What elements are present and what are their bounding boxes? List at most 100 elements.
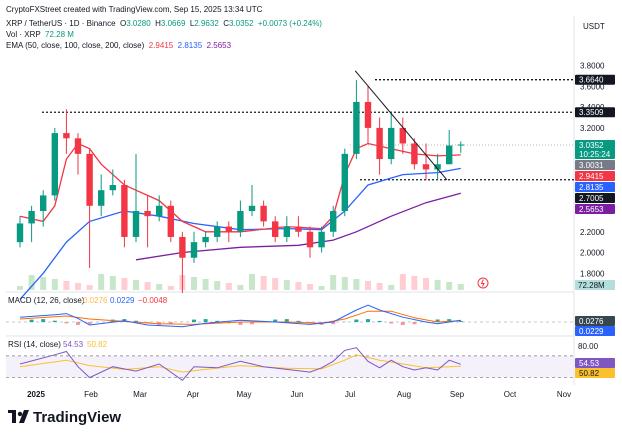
candle-body[interactable]: [167, 205, 174, 237]
candle-body[interactable]: [330, 210, 337, 232]
price-tick: 3.6000: [580, 82, 605, 91]
candle-body[interactable]: [272, 221, 279, 237]
candle-body[interactable]: [225, 226, 232, 232]
candle-body[interactable]: [63, 133, 70, 139]
symbol-name[interactable]: XRP / TetherUS · 1D · Binance: [6, 19, 116, 28]
ohlc-high-label: H: [155, 19, 161, 28]
volume-legend[interactable]: Vol · XRP 72.28 M: [6, 30, 74, 39]
ema200-line[interactable]: [135, 192, 461, 261]
candle-body[interactable]: [16, 223, 24, 243]
time-tick: Apr: [187, 390, 200, 399]
rsi-badge: [575, 368, 615, 378]
macd-histogram-bar: [273, 319, 278, 322]
rsi-rsi-line[interactable]: [19, 347, 461, 381]
macd-histogram-bar: [168, 322, 173, 325]
volume-bar: [237, 285, 244, 290]
macd-badge-value: 0.0229: [579, 327, 604, 336]
candle-body[interactable]: [364, 101, 372, 128]
candle-body[interactable]: [295, 226, 302, 232]
candle-body[interactable]: [399, 127, 406, 144]
candle-body[interactable]: [202, 236, 209, 243]
candle-body[interactable]: [318, 231, 325, 248]
candle-body[interactable]: [214, 226, 221, 237]
candle-body[interactable]: [306, 231, 314, 248]
macd-histogram-bar: [458, 320, 463, 322]
candle-body[interactable]: [422, 164, 430, 170]
candle-body[interactable]: [98, 190, 105, 206]
rsi-ma-line[interactable]: [19, 354, 461, 373]
price-tick: 1.8000: [580, 269, 605, 278]
volume-bar: [388, 285, 395, 290]
volume-bar: [283, 280, 290, 290]
volume-bar: [86, 285, 93, 290]
macd-signal-line[interactable]: [19, 310, 461, 325]
credit-line: CryptoFXStreet created with TradingView.…: [6, 5, 263, 14]
time-tick: Mar: [133, 390, 147, 399]
price-badge-value: 3.3509: [579, 108, 604, 117]
candle-body[interactable]: [156, 205, 163, 217]
volume-bar: [249, 274, 255, 290]
candle-body[interactable]: [341, 153, 348, 211]
macd-histogram-bar: [76, 322, 80, 325]
descending-trendline[interactable]: [354, 70, 448, 181]
macd-badge: [575, 326, 615, 336]
macd-histogram-bar: [238, 322, 243, 325]
macd-histogram-bar: [215, 320, 220, 322]
time-axis[interactable]: 2025 Feb Mar Apr May Jun Jul Aug Sep Oct Nov: [27, 390, 571, 399]
volume-bar: [365, 281, 371, 290]
candle-body[interactable]: [179, 236, 186, 258]
candle-body[interactable]: [121, 185, 128, 237]
price-badge-value: 3.0352: [579, 141, 604, 150]
tradingview-logo[interactable]: TradingView: [8, 409, 121, 426]
horizontal-levels[interactable]: [42, 79, 574, 181]
candle-body[interactable]: [40, 195, 47, 211]
price-badge-value: 2.9415: [579, 172, 604, 181]
volume-bar: [17, 286, 23, 290]
candle-body[interactable]: [434, 164, 441, 170]
volume-bar: [446, 282, 453, 290]
candle-body[interactable]: [74, 138, 82, 154]
price-badge: [575, 182, 615, 193]
volume-value: 72.28 M: [45, 30, 74, 39]
candle-body[interactable]: [144, 210, 151, 217]
candle-body[interactable]: [109, 185, 116, 191]
candle-body[interactable]: [237, 210, 244, 232]
macd-label[interactable]: MACD (12, 26, close): [8, 296, 85, 305]
alert-icon[interactable]: [477, 277, 489, 289]
candle-body[interactable]: [388, 127, 395, 160]
trendline[interactable]: [354, 70, 448, 181]
candle-body[interactable]: [190, 242, 198, 258]
candle-body[interactable]: [376, 127, 383, 160]
macd-macd-line[interactable]: [19, 304, 461, 328]
candle-body[interactable]: [457, 144, 464, 146]
candle-body[interactable]: [446, 145, 453, 165]
ema-legend[interactable]: EMA (50, close, 100, close, 200, close) …: [6, 41, 231, 50]
volume-bar: [341, 277, 348, 290]
candle-body[interactable]: [51, 133, 58, 196]
candle-body[interactable]: [28, 210, 35, 224]
rsi-label[interactable]: RSI (14, close): [8, 340, 61, 349]
volume-bar: [28, 275, 35, 290]
price-badge-value: 2.5653: [579, 205, 604, 214]
symbol-line[interactable]: XRP / TetherUS · 1D · Binance O3.0280 H3…: [6, 19, 322, 28]
volume-bar: [399, 274, 406, 290]
volume-bar: [75, 283, 81, 290]
candle-body[interactable]: [353, 101, 360, 154]
candle-body[interactable]: [283, 226, 290, 237]
candle-body[interactable]: [132, 210, 140, 237]
time-tick: Aug: [397, 390, 411, 399]
volume-bar: [330, 275, 337, 290]
candle-body[interactable]: [86, 153, 93, 206]
macd-histogram-bar: [134, 320, 138, 322]
candlesticks[interactable]: [16, 80, 464, 294]
candle-body[interactable]: [411, 143, 418, 165]
ohlc-change: +0.0073 (+0.24%): [257, 19, 322, 28]
volume-bar: [156, 284, 163, 290]
candle-body[interactable]: [248, 205, 256, 211]
price-badge: [575, 160, 615, 171]
candle-body[interactable]: [260, 205, 267, 222]
